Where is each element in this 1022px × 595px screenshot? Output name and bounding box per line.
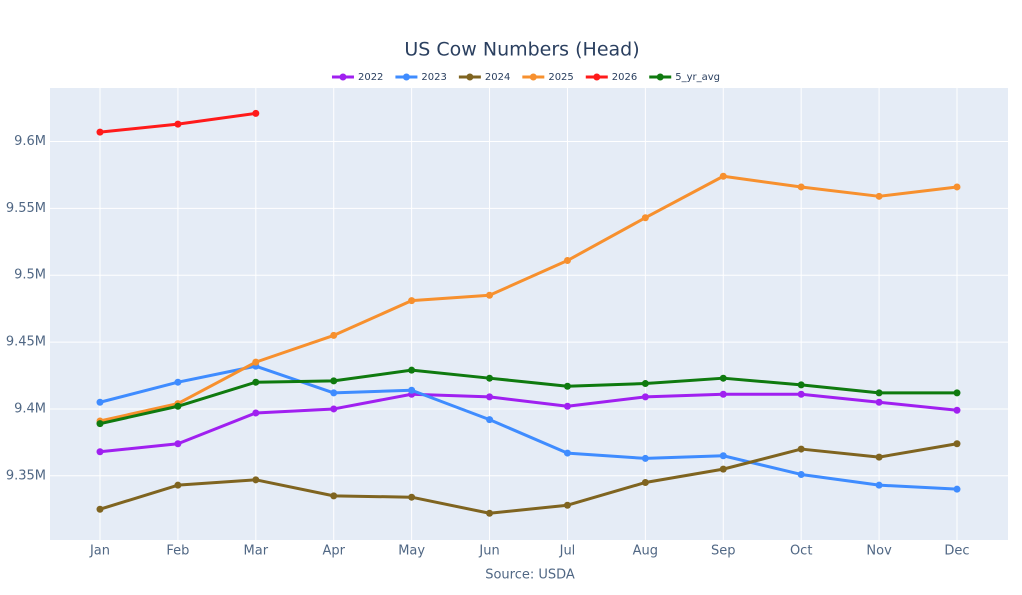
series-line: [99, 368, 957, 426]
y-tick-label: 9.4M: [14, 401, 46, 416]
x-tick-label: Feb: [166, 544, 189, 559]
data-point: [408, 366, 416, 374]
x-tick-label: Apr: [322, 544, 345, 559]
data-point: [641, 393, 649, 401]
data-point: [641, 214, 649, 222]
data-point: [96, 420, 104, 428]
data-point: [641, 454, 649, 462]
data-point: [797, 381, 805, 389]
x-tick-label: Sep: [711, 544, 736, 559]
data-point: [486, 374, 494, 382]
data-point: [174, 402, 182, 410]
data-point: [96, 128, 104, 136]
x-tick-label: Oct: [790, 544, 812, 559]
data-point: [486, 291, 494, 299]
series-line: [99, 442, 958, 515]
data-point: [96, 448, 104, 456]
series-line: [99, 392, 958, 454]
data-point: [330, 492, 338, 500]
data-point: [953, 183, 961, 191]
data-point: [252, 109, 260, 117]
data-point: [330, 377, 338, 385]
data-point: [875, 398, 883, 406]
y-tick-label: 9.6M: [14, 134, 46, 149]
data-point: [563, 257, 571, 265]
y-tick-label: 9.45M: [6, 335, 46, 350]
data-point: [563, 402, 571, 410]
data-point: [252, 476, 260, 484]
legend-marker: [656, 73, 664, 81]
data-point: [953, 485, 961, 493]
data-point: [563, 382, 571, 390]
data-point: [953, 406, 961, 414]
chart-title: US Cow Numbers (Head): [404, 39, 639, 61]
legend-label: 2023: [421, 72, 446, 83]
x-tick-label: Jan: [89, 544, 110, 559]
legend-label: 5_yr_avg: [675, 72, 720, 83]
legend: 2022 2023 2024 2025 2026 5_yr_avg: [331, 72, 720, 83]
data-point: [719, 172, 727, 180]
legend-label: 2024: [485, 72, 510, 83]
data-point: [174, 378, 182, 386]
data-point: [719, 465, 727, 473]
data-point: [797, 445, 805, 453]
data-point: [486, 393, 494, 401]
x-tick-label: May: [398, 544, 425, 559]
data-point: [330, 331, 338, 339]
data-point: [252, 358, 260, 366]
plot-area: [50, 88, 1008, 540]
data-point: [875, 389, 883, 397]
data-point: [252, 409, 260, 417]
data-point: [486, 509, 494, 517]
data-point: [252, 378, 260, 386]
legend-marker: [466, 73, 474, 81]
data-point: [797, 390, 805, 398]
legend-marker: [402, 73, 410, 81]
data-point: [875, 192, 883, 200]
data-point: [330, 389, 338, 397]
x-tick-label: Dec: [944, 544, 969, 559]
data-point: [174, 120, 182, 128]
legend-label: 2025: [548, 72, 573, 83]
legend-label: 2026: [612, 72, 637, 83]
data-point: [408, 493, 416, 501]
legend-marker: [529, 73, 537, 81]
series-line: [99, 174, 958, 423]
legend-marker: [339, 73, 347, 81]
x-tick-label: Jun: [478, 544, 499, 559]
data-point: [875, 481, 883, 489]
data-point: [563, 449, 571, 457]
data-point: [563, 501, 571, 509]
data-point: [797, 183, 805, 191]
data-point: [96, 398, 104, 406]
data-point: [408, 297, 416, 305]
data-point: [96, 505, 104, 513]
y-tick-label: 9.5M: [14, 268, 46, 283]
y-tick-label: 9.55M: [6, 201, 46, 216]
data-point: [330, 405, 338, 413]
data-point: [953, 389, 961, 397]
data-point: [174, 481, 182, 489]
data-point: [641, 380, 649, 388]
data-point: [719, 374, 727, 382]
data-point: [174, 440, 182, 448]
data-point: [641, 478, 649, 486]
x-tick-label: Mar: [244, 544, 269, 559]
data-point: [486, 416, 494, 424]
data-point: [408, 386, 416, 394]
data-point: [719, 390, 727, 398]
legend-marker: [593, 73, 601, 81]
data-point: [953, 440, 961, 448]
data-point: [719, 452, 727, 460]
legend-label: 2022: [358, 72, 383, 83]
data-point: [875, 453, 883, 461]
x-axis-label: Source: USDA: [485, 568, 575, 583]
x-tick-label: Aug: [633, 544, 658, 559]
x-tick-label: Nov: [866, 544, 892, 559]
x-tick-label: Jul: [559, 544, 576, 559]
data-point: [797, 470, 805, 478]
y-tick-label: 9.35M: [6, 468, 46, 483]
